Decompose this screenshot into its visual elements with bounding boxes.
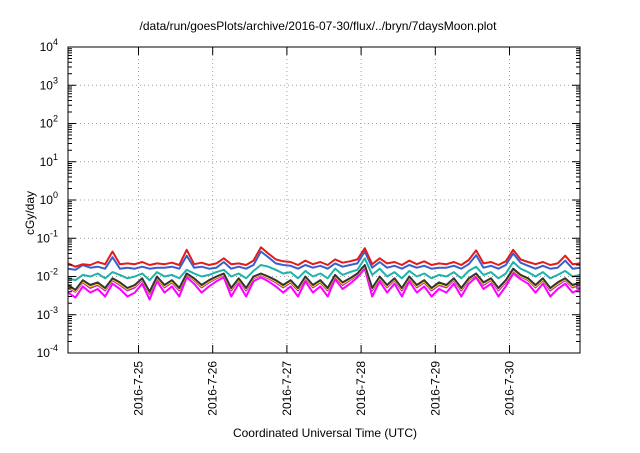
chart-title: /data/run/goesPlots/archive/2016-07-30/f…	[140, 19, 498, 33]
x-tick-label: 2016-7-27	[280, 361, 294, 416]
series-line-7	[67, 267, 581, 301]
series-line-4	[67, 264, 581, 293]
plot-frame	[67, 46, 581, 354]
y-axis-label: cGy/day	[23, 191, 37, 235]
series-line-1	[67, 246, 581, 268]
x-axis-label: Coordinated Universal Time (UTC)	[233, 426, 417, 440]
data-series	[67, 246, 581, 301]
x-tick-label: 2016-7-30	[503, 361, 517, 416]
x-tick-label: 2016-7-25	[131, 361, 145, 416]
series-line-3	[67, 257, 581, 282]
series-line-2	[67, 250, 581, 271]
plot-border	[67, 46, 581, 354]
x-tick-label: 2016-7-28	[354, 361, 368, 416]
x-tick-label: 2016-7-26	[206, 361, 220, 416]
x-tick-labels: 2016-7-25 2016-7-26 2016-7-27 2016-7-28 2016…	[131, 361, 516, 416]
x-tick-label: 2016-7-29	[428, 361, 442, 416]
